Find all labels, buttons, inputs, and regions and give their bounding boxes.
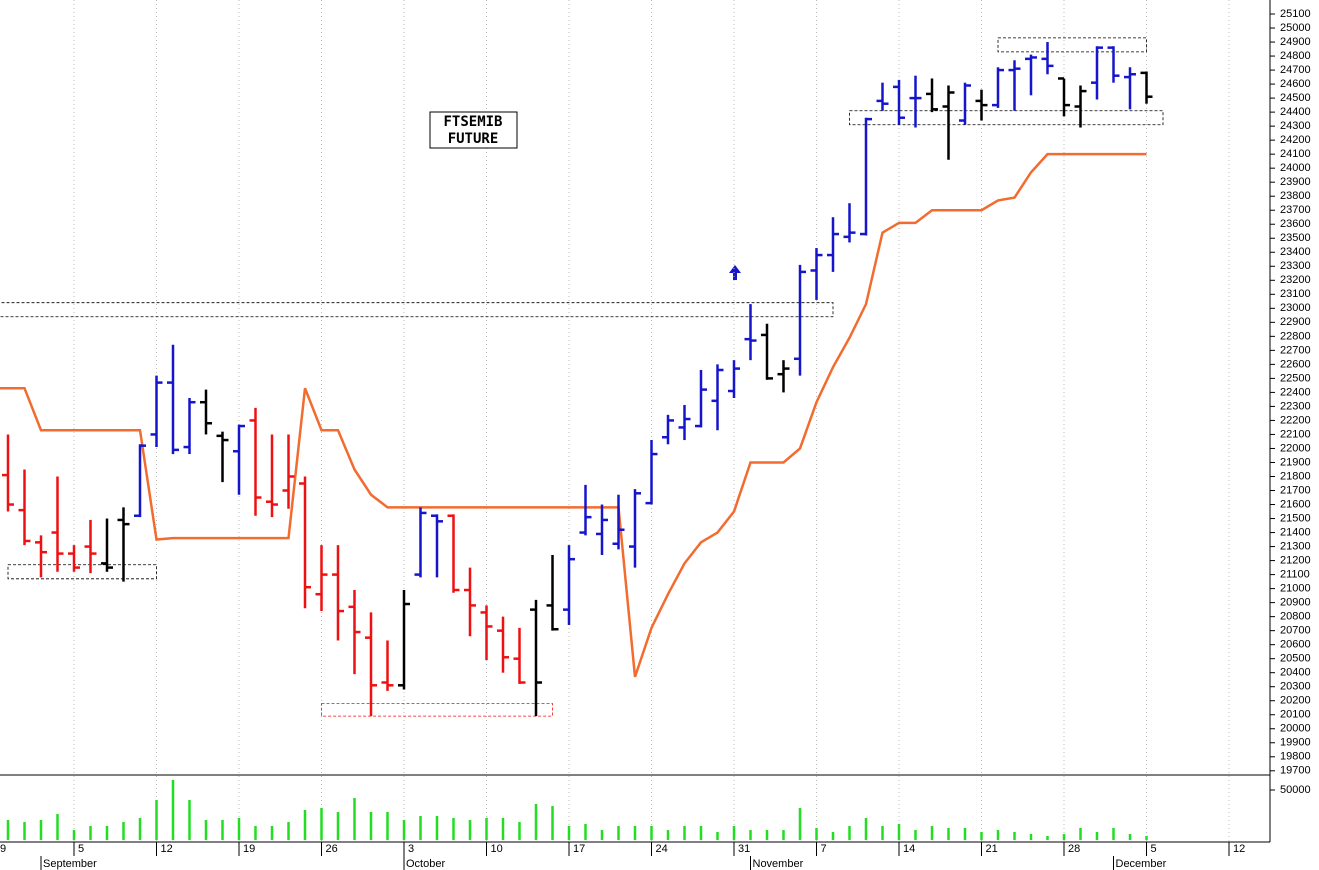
volume-tick-label: 50000 xyxy=(1280,784,1311,796)
y-tick-label: 20600 xyxy=(1280,639,1311,651)
y-tick-label: 21700 xyxy=(1280,484,1311,496)
y-tick-label: 20200 xyxy=(1280,695,1311,707)
y-tick-label: 22300 xyxy=(1280,400,1311,412)
y-tick-label: 21000 xyxy=(1280,583,1311,595)
y-tick-label: 21500 xyxy=(1280,512,1311,524)
y-tick-label: 21300 xyxy=(1280,540,1311,552)
y-tick-label: 21800 xyxy=(1280,470,1311,482)
y-tick-label: 20700 xyxy=(1280,625,1311,637)
y-tick-label: 21200 xyxy=(1280,554,1311,566)
y-tick-label: 20800 xyxy=(1280,611,1311,623)
price-zone xyxy=(321,703,553,717)
x-tick-label: 9 xyxy=(0,843,6,855)
y-tick-label: 19700 xyxy=(1280,765,1311,777)
x-tick-label: 24 xyxy=(656,843,668,855)
price-zone xyxy=(0,302,834,318)
y-tick-label: 22400 xyxy=(1280,386,1311,398)
month-label: September xyxy=(43,858,97,870)
y-tick-label: 19800 xyxy=(1280,751,1311,763)
y-tick-label: 20000 xyxy=(1280,723,1311,735)
y-tick-label: 22100 xyxy=(1280,428,1311,440)
x-tick-label: 31 xyxy=(738,843,750,855)
y-tick-label: 24400 xyxy=(1280,106,1311,118)
y-tick-label: 24100 xyxy=(1280,148,1311,160)
y-tick-label: 24300 xyxy=(1280,120,1311,132)
y-tick-label: 23500 xyxy=(1280,232,1311,244)
y-tick-label: 23600 xyxy=(1280,218,1311,230)
price-zone xyxy=(7,564,157,580)
y-tick-label: 22600 xyxy=(1280,358,1311,370)
y-tick-label: 22700 xyxy=(1280,344,1311,356)
x-tick-label: 19 xyxy=(243,843,255,855)
y-tick-label: 25000 xyxy=(1280,22,1311,34)
y-tick-label: 19900 xyxy=(1280,737,1311,749)
y-tick-label: 23400 xyxy=(1280,246,1311,258)
month-label: November xyxy=(753,858,804,870)
price-zone xyxy=(849,110,1164,126)
price-zone xyxy=(997,37,1147,53)
chart-title: FTSEMIB xyxy=(443,114,502,130)
y-tick-label: 23900 xyxy=(1280,176,1311,188)
x-tick-label: 26 xyxy=(326,843,338,855)
x-tick-label: 28 xyxy=(1068,843,1080,855)
y-tick-label: 22000 xyxy=(1280,442,1311,454)
y-tick-label: 22900 xyxy=(1280,316,1311,328)
y-tick-label: 24500 xyxy=(1280,92,1311,104)
y-tick-label: 20500 xyxy=(1280,653,1311,665)
y-tick-label: 20400 xyxy=(1280,667,1311,679)
y-tick-label: 22200 xyxy=(1280,414,1311,426)
y-tick-label: 24700 xyxy=(1280,64,1311,76)
y-tick-label: 23800 xyxy=(1280,190,1311,202)
y-tick-label: 23200 xyxy=(1280,274,1311,286)
signal-arrow xyxy=(729,265,741,280)
y-tick-label: 22800 xyxy=(1280,330,1311,342)
y-tick-label: 24200 xyxy=(1280,134,1311,146)
x-tick-label: 17 xyxy=(573,843,585,855)
x-tick-label: 5 xyxy=(1151,843,1157,855)
y-tick-label: 23300 xyxy=(1280,260,1311,272)
month-label: December xyxy=(1116,858,1167,870)
x-tick-label: 21 xyxy=(986,843,998,855)
y-tick-label: 20900 xyxy=(1280,597,1311,609)
y-tick-label: 24600 xyxy=(1280,78,1311,90)
x-tick-label: 14 xyxy=(903,843,915,855)
x-tick-label: 7 xyxy=(821,843,827,855)
y-tick-label: 24900 xyxy=(1280,36,1311,48)
y-tick-label: 20100 xyxy=(1280,709,1311,721)
x-tick-label: 5 xyxy=(78,843,84,855)
y-tick-label: 24800 xyxy=(1280,50,1311,62)
title-box xyxy=(429,111,518,149)
y-tick-label: 21600 xyxy=(1280,498,1311,510)
x-tick-label: 12 xyxy=(1233,843,1245,855)
x-tick-label: 3 xyxy=(408,843,414,855)
y-tick-label: 21100 xyxy=(1280,568,1310,580)
y-tick-label: 24000 xyxy=(1280,162,1311,174)
y-tick-label: 21900 xyxy=(1280,456,1311,468)
y-tick-label: 25100 xyxy=(1280,8,1311,20)
y-tick-label: 23100 xyxy=(1280,288,1311,300)
y-tick-label: 21400 xyxy=(1280,526,1311,538)
y-tick-label: 22500 xyxy=(1280,372,1311,384)
x-tick-label: 12 xyxy=(161,843,173,855)
y-tick-label: 23000 xyxy=(1280,302,1311,314)
y-tick-label: 23700 xyxy=(1280,204,1311,216)
month-label: October xyxy=(406,858,445,870)
y-tick-label: 20300 xyxy=(1280,681,1311,693)
chart-title: FUTURE xyxy=(448,131,499,147)
x-tick-label: 10 xyxy=(491,843,503,855)
trailing-stop xyxy=(0,152,1147,678)
